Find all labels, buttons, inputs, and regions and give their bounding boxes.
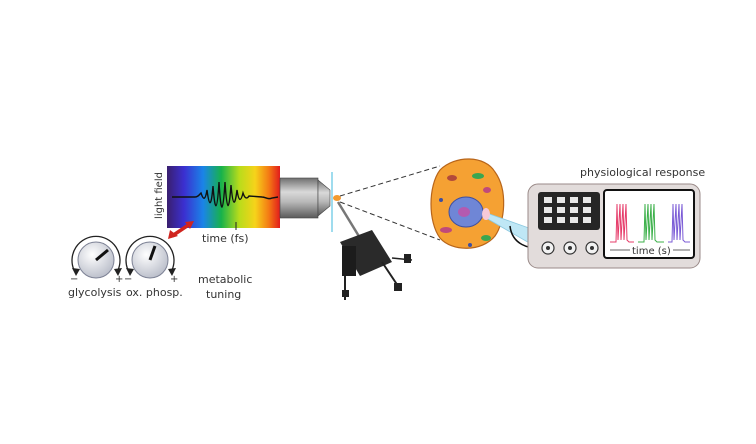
manipulator-needle <box>336 201 362 239</box>
objective-tip <box>317 179 331 217</box>
sample-dot <box>333 195 341 201</box>
recorder-title: physiological response <box>580 166 706 179</box>
trace-green <box>638 203 664 243</box>
metabolic-label-line1: metabolic <box>198 273 253 286</box>
spectrum-y-label: light field <box>153 172 165 219</box>
trace-red <box>610 203 634 243</box>
knob-left-minus: − <box>70 274 79 285</box>
objective-body <box>279 177 319 219</box>
tuning-arrow-tail <box>185 221 194 229</box>
ox-phosp-label: ox. phosp. <box>126 286 183 299</box>
tuning-arrow-head <box>168 230 178 239</box>
metabolic-label-line2: tuning <box>206 288 242 301</box>
ox-phosp-knob[interactable] <box>125 235 176 279</box>
zoom-line-top <box>339 165 441 197</box>
knob-right-plus: + <box>170 274 179 285</box>
light-pulse-waveform <box>172 181 279 208</box>
keypad-buttons <box>544 197 591 223</box>
micromanipulator <box>340 230 413 300</box>
input-connectors <box>541 241 599 255</box>
pipette-tip <box>482 208 490 220</box>
screen-x-label: time (s) <box>630 246 673 257</box>
trace-purple <box>668 203 690 243</box>
glycolysis-label: glycolysis <box>68 286 122 299</box>
knob-left-plus: + <box>115 274 124 285</box>
knob-right-minus: − <box>124 274 133 285</box>
zoom-line-bottom <box>339 201 441 241</box>
glycolysis-knob[interactable] <box>71 235 122 279</box>
cell-illustration <box>430 158 505 249</box>
spectrum-x-label: time (fs) <box>202 232 249 245</box>
